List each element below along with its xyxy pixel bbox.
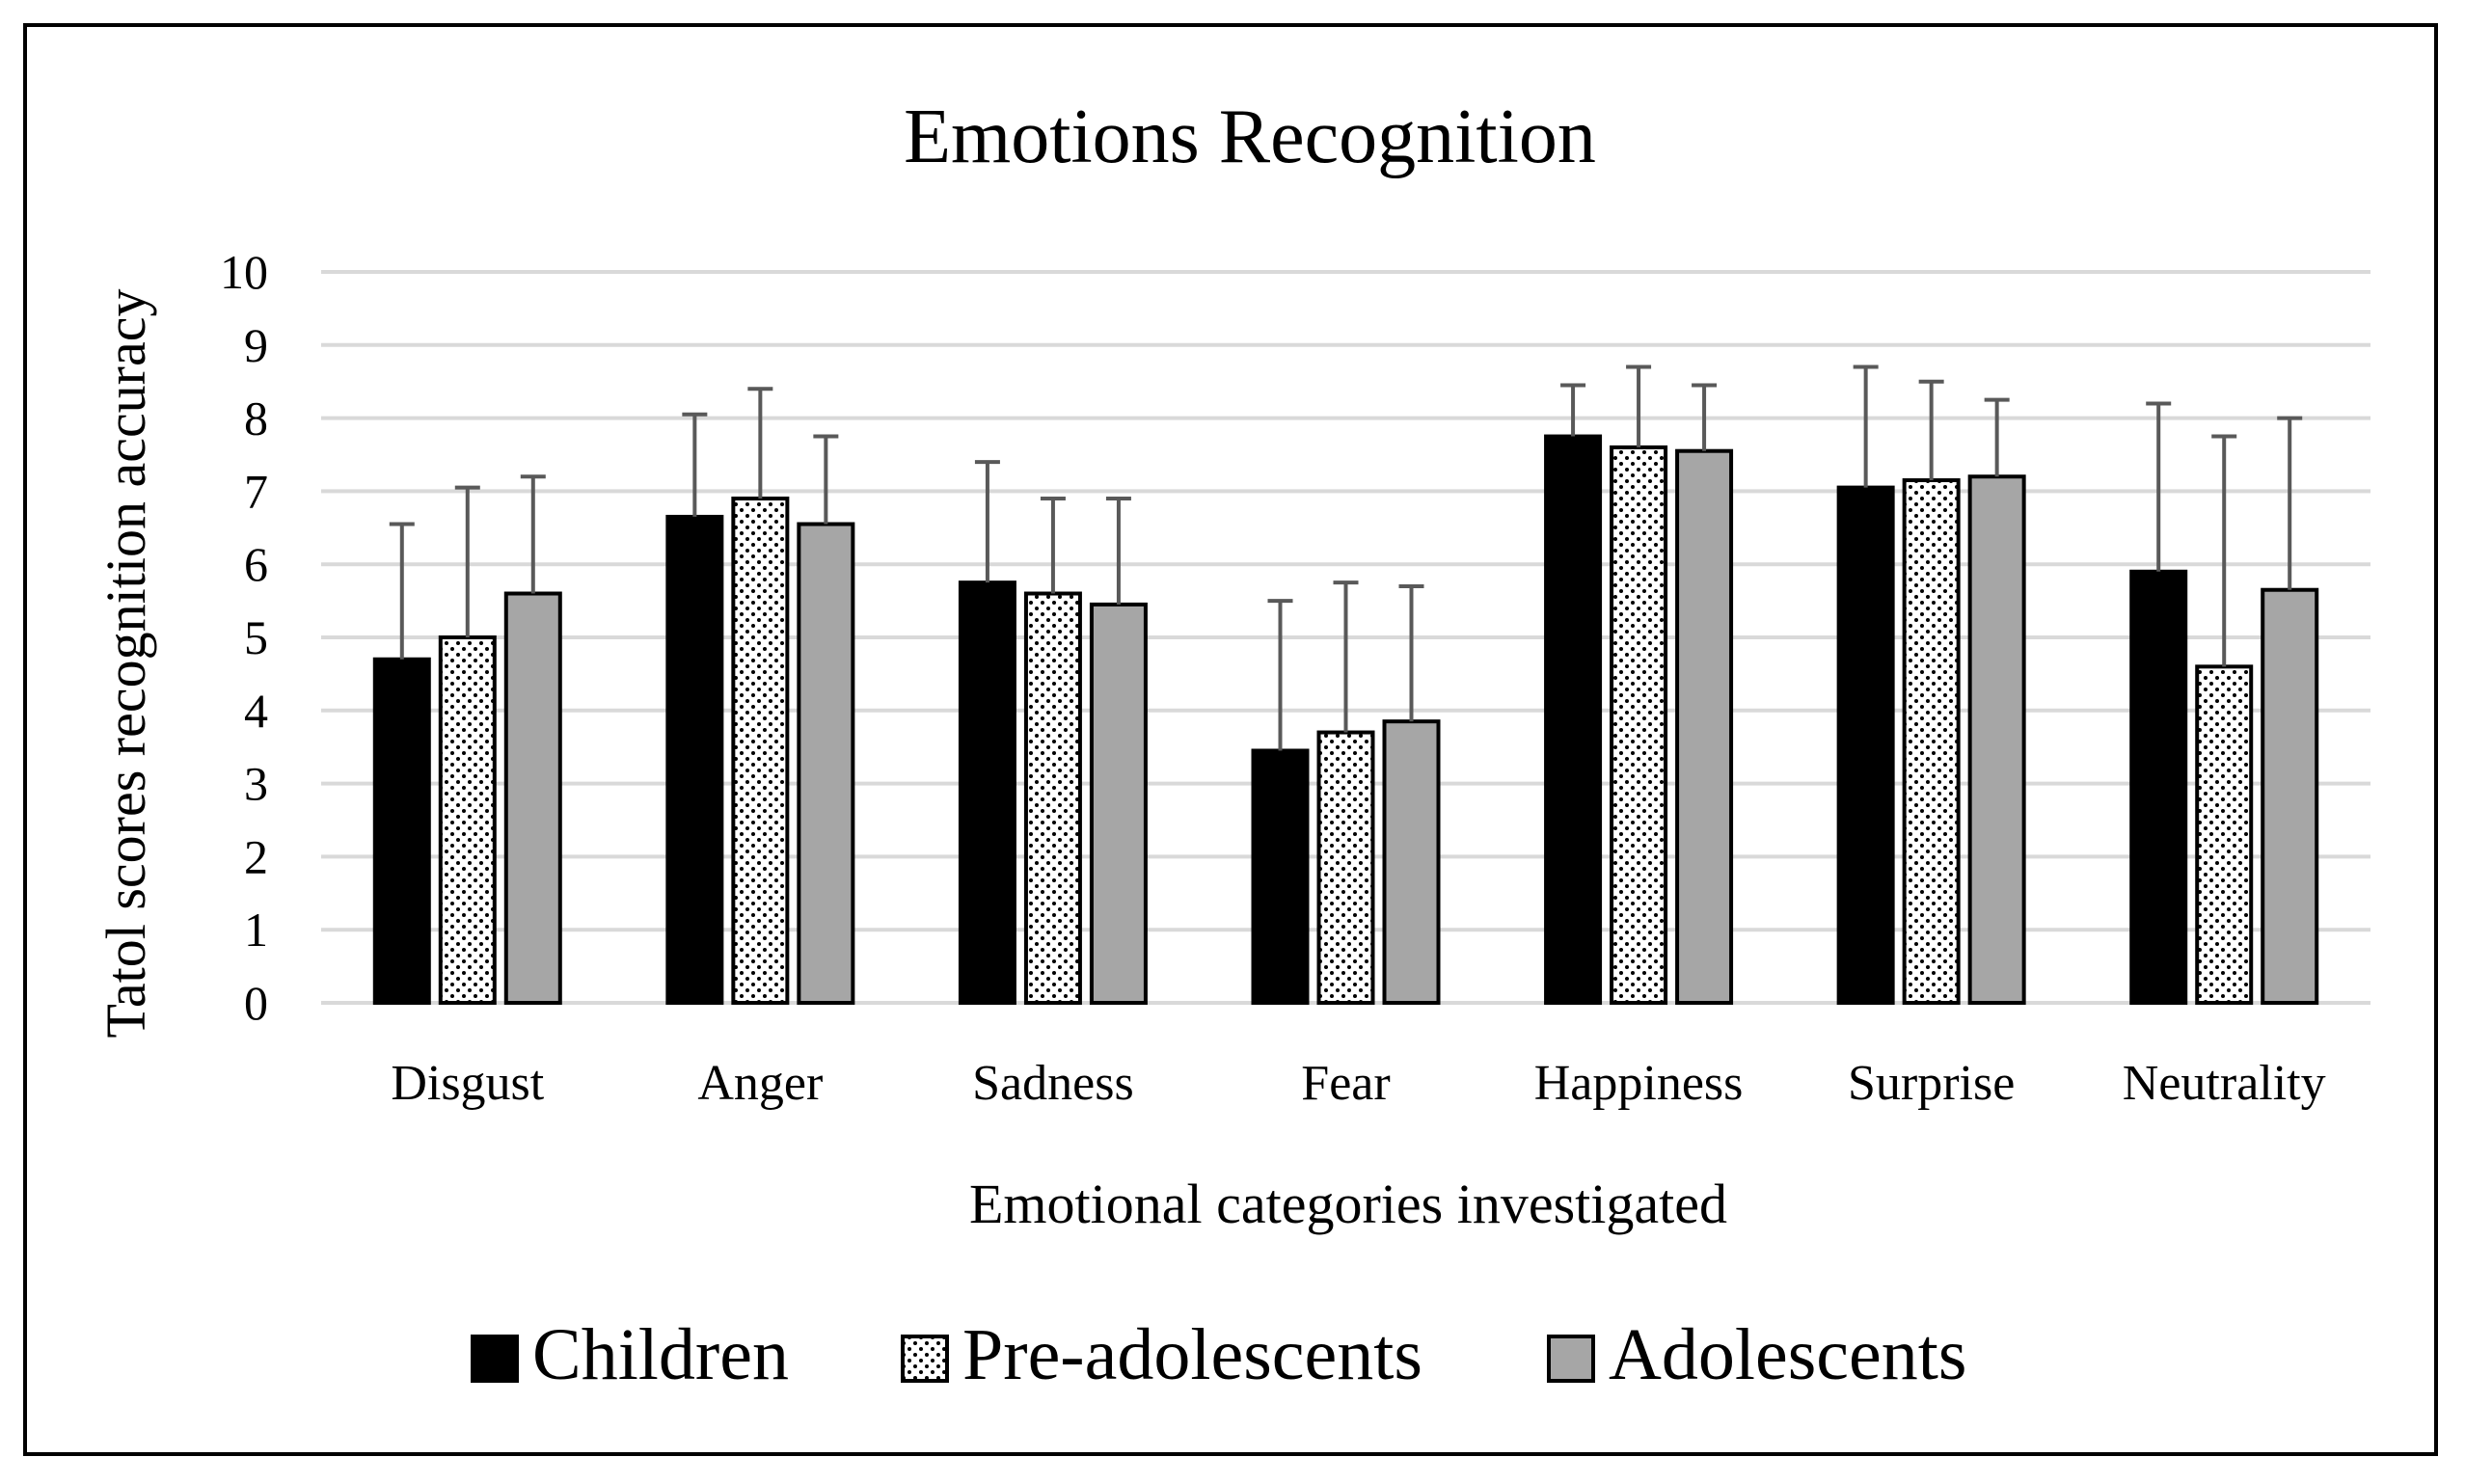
bar-children-anger	[665, 514, 724, 1005]
y-tick-label: 7	[244, 464, 268, 518]
y-tick-label: 10	[220, 245, 268, 299]
legend-swatch-adolescents	[1547, 1335, 1595, 1383]
bar-children-sadness	[958, 580, 1016, 1006]
y-tick-label: 5	[244, 610, 268, 664]
x-axis-label: Emotional categories investigated	[969, 1173, 1727, 1235]
bar-adolescents-anger	[797, 522, 855, 1005]
bars	[372, 434, 2319, 1006]
bar-pre-adolescents-disgust	[438, 635, 497, 1005]
x-tick-label: Anger	[697, 1056, 823, 1111]
bar-pre-adolescents-happiness	[1610, 445, 1668, 1006]
y-tick-labels: 0 1 2 3 4 5 6 7 8 9 10	[220, 245, 268, 1030]
y-axis-label: Tatol scores recognition accuracy	[95, 289, 157, 1039]
y-tick-label: 8	[244, 391, 268, 445]
x-tick-label: Neutrality	[2123, 1056, 2326, 1111]
x-tick-label: Surprise	[1848, 1056, 2015, 1111]
bar-pre-adolescents-sadness	[1023, 591, 1082, 1006]
bar-children-disgust	[372, 657, 431, 1005]
bar-children-fear	[1251, 748, 1310, 1005]
bar-adolescents-neutrality	[2261, 587, 2319, 1005]
legend-label-children: Children	[532, 1314, 789, 1395]
y-tick-label: 2	[244, 829, 268, 883]
y-tick-label: 1	[244, 903, 268, 957]
bar-children-surprise	[1836, 485, 1895, 1005]
legend-swatch-pre-adolescents	[901, 1335, 949, 1383]
y-tick-label: 0	[244, 976, 268, 1030]
bar-pre-adolescents-fear	[1316, 730, 1375, 1005]
bar-adolescents-surprise	[1967, 474, 2026, 1005]
error-bars	[389, 364, 2303, 751]
bar-children-happiness	[1544, 434, 1603, 1005]
bar-pre-adolescents-surprise	[1902, 478, 1961, 1005]
y-tick-label: 6	[244, 537, 268, 591]
legend-swatch-children	[471, 1335, 519, 1383]
legend-label-pre-adolescents: Pre-adolescents	[962, 1314, 1422, 1395]
bar-adolescents-happiness	[1675, 448, 1734, 1005]
bar-pre-adolescents-anger	[731, 496, 790, 1006]
y-tick-label: 4	[244, 684, 268, 738]
y-tick-label: 9	[244, 318, 268, 372]
bar-children-neutrality	[2129, 569, 2188, 1006]
chart-frame: Emotions Recognition 0 1 2 3 4 5 6 7 8 9 10 Disgus…	[23, 23, 2438, 1456]
legend: Children Pre-adolescents Adolescents	[471, 1314, 1966, 1395]
x-tick-label: Sadness	[972, 1056, 1134, 1111]
bar-adolescents-sadness	[1089, 602, 1148, 1005]
x-tick-labels: Disgust Anger Sadness Fear Happiness Surprise…	[391, 1056, 2325, 1111]
bar-adolescents-fear	[1382, 719, 1441, 1005]
chart-title: Emotions Recognition	[904, 94, 1596, 179]
legend-label-adolescents: Adolescents	[1609, 1314, 1966, 1395]
x-tick-label: Fear	[1301, 1056, 1390, 1111]
bar-pre-adolescents-neutrality	[2195, 664, 2254, 1005]
bar-adolescents-disgust	[503, 591, 562, 1006]
x-tick-label: Happiness	[1534, 1056, 1744, 1111]
chart-canvas: Emotions Recognition 0 1 2 3 4 5 6 7 8 9 10 Disgus…	[95, 94, 2370, 1395]
y-tick-label: 3	[244, 757, 268, 811]
x-tick-label: Disgust	[391, 1056, 544, 1111]
